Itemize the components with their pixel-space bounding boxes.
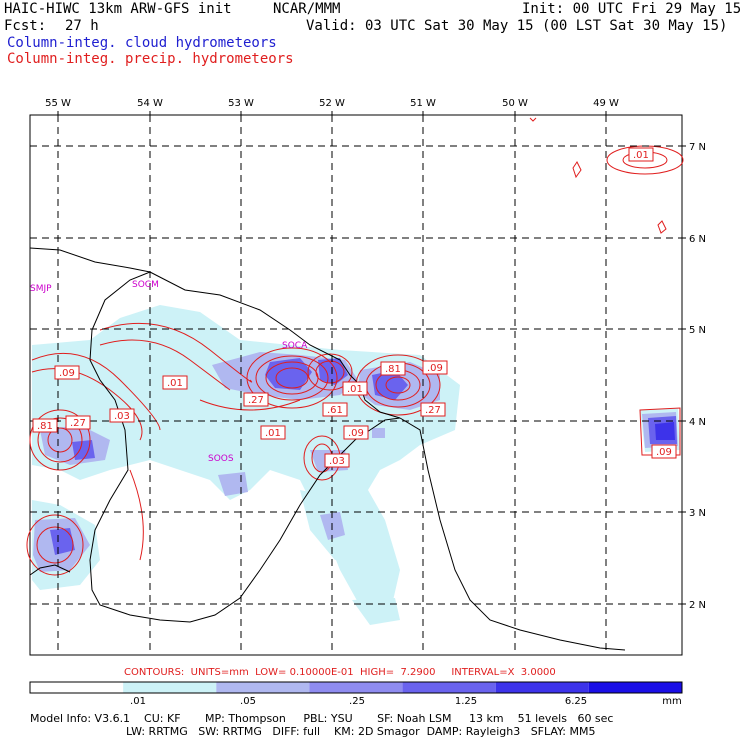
lat-label: 3 N (689, 508, 706, 519)
svg-text:.01: .01 (633, 150, 649, 161)
scale-swatch (402, 682, 496, 693)
contour-label: .09 (54, 365, 80, 380)
scale-label: 6.25 (565, 696, 587, 707)
scale-label: .25 (349, 696, 365, 707)
valid-time: Valid: 03 UTC Sat 30 May 15 (00 LST Sat … (306, 18, 728, 34)
contours-info: CONTOURS: UNITS=mm LOW= 0.10000E-01 HIGH… (124, 667, 556, 678)
contour-label: .09 (422, 360, 448, 375)
title-center: NCAR/MMM (273, 1, 341, 17)
contour-label: .03 (109, 408, 135, 423)
scale-label: .01 (130, 696, 146, 707)
svg-text:.81: .81 (37, 421, 53, 432)
lon-label: 53 W (228, 98, 254, 109)
init-time: Init: 00 UTC Fri 29 May 15 (522, 1, 740, 17)
legend-cloud: Column-integ. cloud hydrometeors (7, 35, 277, 51)
lon-label: 54 W (137, 98, 163, 109)
svg-text:.01: .01 (347, 384, 363, 395)
contour-labels: .09 .01 .81 .27 .03 .27 .01 .01 .61 .09 … (32, 147, 677, 468)
model-info-line2: LW: RRTMG SW: RRTMG DIFF: full KM: 2D Sm… (126, 725, 596, 738)
svg-text:.81: .81 (385, 364, 401, 375)
lon-label: 51 W (410, 98, 436, 109)
scale-label: 1.25 (455, 696, 477, 707)
lat-label: 7 N (689, 142, 706, 153)
svg-text:.01: .01 (265, 428, 281, 439)
lon-labels: 55 W 54 W 53 W 52 W 51 W 50 W 49 W (45, 98, 619, 109)
contour-label: .01 (162, 375, 188, 390)
station-label: SMJP (30, 284, 52, 294)
title-left: HAIC-HIWC 13km ARW-GFS init (4, 1, 232, 17)
contour-label: .01 (260, 425, 286, 440)
lat-label: 6 N (689, 234, 706, 245)
contour-label: .81 (380, 361, 406, 376)
svg-text:.09: .09 (348, 428, 364, 439)
svg-text:.09: .09 (427, 363, 443, 374)
station-labels: SMJP SOCM SOCA SOOS (30, 280, 308, 464)
svg-text:.09: .09 (59, 368, 75, 379)
contour-label: .27 (65, 415, 91, 430)
contour-label: .03 (324, 453, 350, 468)
lon-label: 49 W (593, 98, 619, 109)
fcst-value: 27 h (65, 18, 99, 34)
latlon-grid (30, 115, 682, 655)
contour-label: .09 (651, 444, 677, 459)
scale-swatch (588, 682, 682, 693)
svg-text:.27: .27 (248, 395, 264, 406)
station-label: SOCA (282, 341, 308, 351)
fcst-label: Fcst: (4, 18, 47, 34)
svg-text:.27: .27 (70, 418, 86, 429)
model-info-line1: Model Info: V3.6.1 CU: KF MP: Thompson P… (30, 712, 614, 725)
svg-text:.01: .01 (167, 378, 183, 389)
color-scale-labels: .01 .05 .25 1.25 6.25 mm (130, 696, 682, 707)
scale-units: mm (662, 696, 681, 707)
scale-label: .05 (240, 696, 256, 707)
lat-label: 2 N (689, 600, 706, 611)
svg-text:.61: .61 (327, 405, 343, 416)
color-scale-bar (29, 681, 683, 694)
lat-label: 4 N (689, 417, 706, 428)
contour-label: .27 (420, 402, 446, 417)
lon-label: 52 W (319, 98, 345, 109)
contour-label: .61 (322, 402, 348, 417)
legend-precip: Column-integ. precip. hydrometeors (7, 51, 294, 67)
contour-label: .01 (628, 147, 654, 162)
scale-swatch (216, 682, 310, 693)
contour-label: .81 (32, 418, 58, 433)
contour-label: .27 (243, 392, 269, 407)
contour-label: .09 (343, 425, 369, 440)
scale-border (29, 681, 683, 694)
svg-text:.09: .09 (656, 447, 672, 458)
lat-labels: 7 N 6 N 5 N 4 N 3 N 2 N (689, 142, 706, 611)
svg-text:.27: .27 (425, 405, 441, 416)
scale-swatch (123, 682, 217, 693)
lon-label: 50 W (502, 98, 528, 109)
station-label: SOOS (208, 454, 234, 464)
scale-swatch (30, 682, 124, 693)
axis-ticks (57, 111, 686, 605)
svg-text:.03: .03 (114, 411, 130, 422)
station-label: SOCM (132, 280, 159, 290)
svg-text:.03: .03 (329, 456, 345, 467)
scale-swatch (309, 682, 403, 693)
scale-swatch (495, 682, 589, 693)
contour-label: .01 (342, 381, 368, 396)
lat-label: 5 N (689, 325, 706, 336)
lon-label: 55 W (45, 98, 71, 109)
